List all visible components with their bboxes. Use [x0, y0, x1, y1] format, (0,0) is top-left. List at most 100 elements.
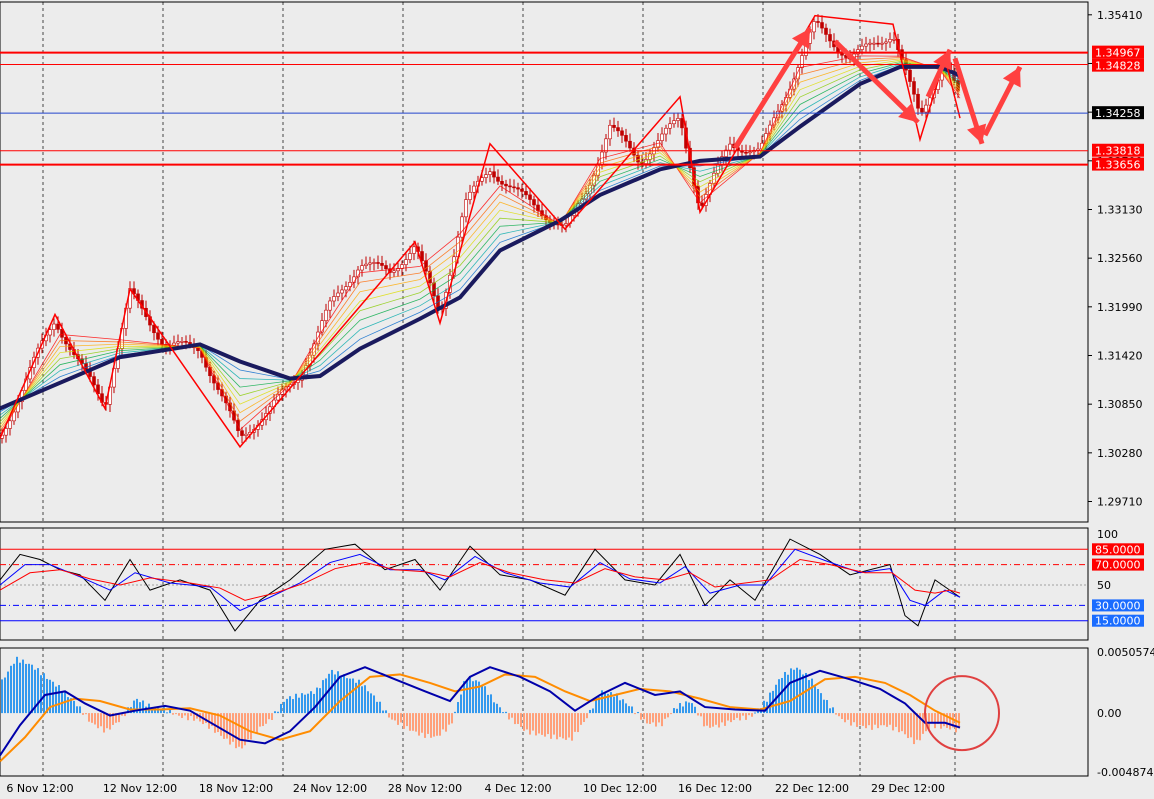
macd-histogram-bar [277, 711, 279, 714]
macd-histogram-bar [373, 695, 375, 714]
macd-histogram-bar [532, 713, 534, 731]
candle-body [872, 42, 876, 45]
macd-histogram-bar [58, 685, 60, 714]
macd-histogram-bar [457, 702, 459, 714]
macd-histogram-bar [688, 702, 690, 714]
macd-histogram-bar [922, 713, 924, 734]
candle-body [888, 39, 892, 43]
macd-histogram-bar [421, 713, 423, 733]
stoch-level-tag [1092, 543, 1144, 556]
macd-histogram-bar [265, 713, 267, 724]
macd-histogram-bar [808, 680, 810, 714]
macd-histogram-bar [121, 713, 123, 716]
candle-body [584, 193, 588, 200]
macd-histogram-bar [724, 713, 726, 726]
macd-histogram-bar [817, 689, 819, 714]
stoch-level-tag [1092, 558, 1144, 571]
macd-histogram-bar [649, 713, 651, 724]
candle-body [344, 286, 348, 291]
macd-histogram-bar [118, 713, 120, 723]
macd-histogram-bar [838, 713, 840, 717]
candle-body [524, 191, 528, 196]
candle-body [412, 246, 416, 254]
ma-fan-line [0, 65, 961, 413]
macd-histogram-bar [211, 713, 213, 727]
macd-histogram-bar [685, 701, 687, 714]
macd-histogram-bar [352, 678, 354, 714]
macd-histogram-bar [139, 702, 141, 714]
macd-histogram-bar [13, 663, 15, 714]
macd-histogram-bar [37, 668, 39, 714]
x-tick-label: 22 Dec 12:00 [775, 782, 849, 795]
macd-histogram-bar [274, 711, 276, 714]
macd-histogram-bar [382, 710, 384, 714]
candle-body [152, 324, 156, 334]
candle-body [60, 329, 64, 338]
candle-body [884, 41, 888, 44]
candle-body [724, 149, 728, 157]
macd-histogram-bar [298, 697, 300, 714]
macd-histogram-bar [175, 713, 177, 715]
macd-histogram-bar [343, 674, 345, 714]
ma-fan-line [0, 59, 961, 426]
macd-histogram-bar [55, 686, 57, 714]
macd-histogram-bar [595, 698, 597, 714]
candle-body [628, 140, 632, 149]
candle-body [332, 296, 336, 302]
macd-histogram-bar [364, 685, 366, 714]
candle-body [916, 93, 920, 109]
macd-histogram-bar [1, 679, 3, 714]
macd-histogram-bar [379, 701, 381, 714]
macd-histogram-bar [475, 680, 477, 714]
macd-histogram-bar [214, 713, 216, 733]
macd-histogram-bar [880, 713, 882, 726]
stoch-y-tick-label: 50 [1097, 579, 1111, 592]
macd-histogram-bar [187, 713, 189, 721]
candle-body [372, 262, 376, 264]
macd-histogram-bar [781, 677, 783, 714]
candle-body [680, 118, 684, 129]
macd-histogram-bar [853, 713, 855, 723]
macd-histogram-bar [136, 698, 138, 714]
macd-histogram-bar [811, 678, 813, 714]
macd-histogram-bar [730, 713, 732, 723]
macd-line [0, 666, 961, 756]
macd-histogram-bar [916, 713, 918, 740]
macd-histogram-bar [568, 713, 570, 738]
candle-body [828, 34, 832, 42]
candle-body [460, 216, 464, 238]
candle-body [368, 262, 372, 265]
macd-histogram-bar [151, 708, 153, 714]
candle-body [820, 22, 824, 29]
macd-histogram-bar [49, 679, 51, 714]
price-tag-label: 1.34258 [1095, 107, 1141, 120]
candle-body [396, 268, 400, 272]
macd-histogram-bar [898, 713, 900, 733]
macd-histogram-bar [790, 668, 792, 714]
macd-histogram-bar [454, 711, 456, 714]
macd-histogram-bar [181, 713, 183, 718]
candle-body [920, 107, 924, 113]
macd-histogram-bar [127, 707, 129, 714]
forecast-arrow-head [1002, 66, 1021, 88]
candle-body [512, 186, 516, 189]
macd-histogram-bar [556, 713, 558, 740]
x-tick-label: 16 Dec 12:00 [678, 782, 752, 795]
macd-histogram-bar [526, 713, 528, 730]
macd-histogram-bar [460, 694, 462, 714]
candle-body [668, 123, 672, 129]
macd-histogram-bar [571, 713, 573, 741]
price-tag [1092, 106, 1144, 120]
macd-histogram-bar [868, 713, 870, 726]
price-tag [1092, 157, 1144, 171]
y-tick-label: 1.29710 [1097, 496, 1143, 509]
ma-fan-line [0, 61, 961, 422]
macd-histogram-bar [385, 710, 387, 714]
macd-histogram-bar [76, 706, 78, 714]
slow-moving-average [0, 64, 961, 411]
macd-histogram-bar [736, 713, 738, 718]
candle-body [812, 21, 816, 33]
candle-body [336, 292, 340, 297]
macd-histogram-bar [406, 713, 408, 727]
candle-body [816, 21, 820, 23]
